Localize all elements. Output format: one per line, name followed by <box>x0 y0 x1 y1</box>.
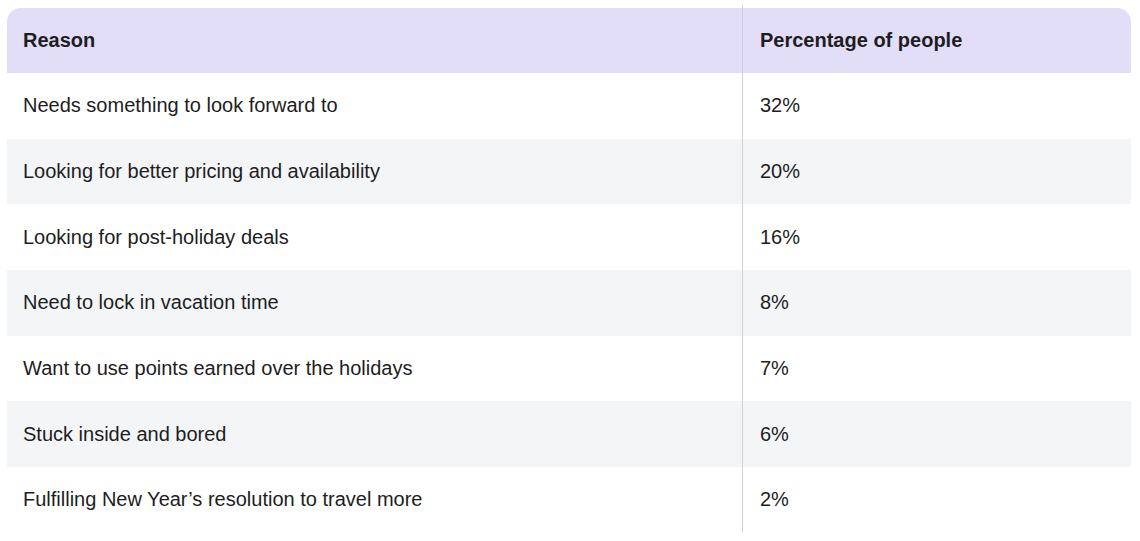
table-row: Fulfilling New Year’s resolution to trav… <box>7 467 1131 533</box>
reason-cell: Looking for post-holiday deals <box>7 226 742 249</box>
reason-cell: Stuck inside and bored <box>7 423 742 446</box>
table-body: Needs something to look forward to32% Loo… <box>7 73 1131 533</box>
reason-cell: Fulfilling New Year’s resolution to trav… <box>7 488 742 511</box>
reason-cell: Want to use points earned over the holid… <box>7 357 742 380</box>
table-row: Looking for better pricing and availabil… <box>7 139 1131 205</box>
reason-cell: Needs something to look forward to <box>7 94 742 117</box>
table-row: Stuck inside and bored6% <box>7 401 1131 467</box>
percentage-cell: 32% <box>742 94 1131 117</box>
reasons-table: Reason Percentage of people Needs someth… <box>7 8 1131 533</box>
column-header-reason: Reason <box>7 29 742 52</box>
percentage-cell: 8% <box>742 291 1131 314</box>
column-divider <box>742 5 743 532</box>
reason-cell: Need to lock in vacation time <box>7 291 742 314</box>
column-header-percentage: Percentage of people <box>742 29 1131 52</box>
percentage-cell: 16% <box>742 226 1131 249</box>
percentage-cell: 7% <box>742 357 1131 380</box>
table-row: Looking for post-holiday deals16% <box>7 204 1131 270</box>
table-row: Want to use points earned over the holid… <box>7 336 1131 402</box>
table-row: Needs something to look forward to32% <box>7 73 1131 139</box>
reason-cell: Looking for better pricing and availabil… <box>7 160 742 183</box>
percentage-cell: 2% <box>742 488 1131 511</box>
table-row: Need to lock in vacation time8% <box>7 270 1131 336</box>
table-header-row: Reason Percentage of people <box>7 8 1131 73</box>
percentage-cell: 6% <box>742 423 1131 446</box>
percentage-cell: 20% <box>742 160 1131 183</box>
